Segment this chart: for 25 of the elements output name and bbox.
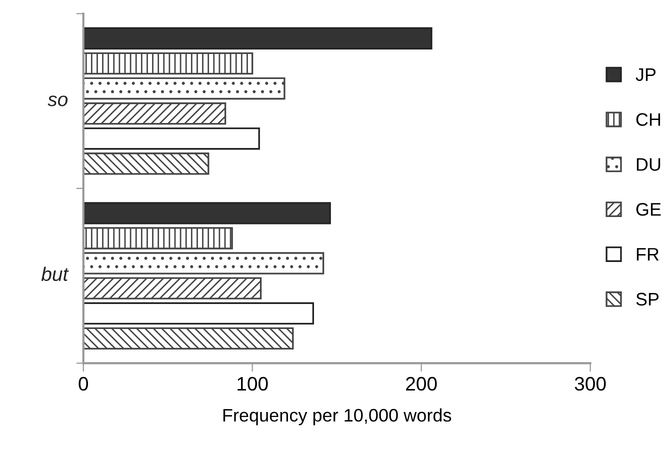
bar [83,277,262,300]
bar [83,27,432,50]
legend-label: JP [636,68,656,82]
legend-label: DU [636,158,660,171]
x-tick-label: 0 [78,376,88,391]
x-tick-label: 100 [238,376,268,391]
bar [83,77,286,100]
bar [83,102,226,125]
x-axis-title: Frequency per 10,000 words [223,408,452,426]
bar [83,52,254,75]
bar [83,302,314,324]
bar [83,227,233,250]
x-tick-label: 300 [574,376,606,391]
y-tick-label: so [48,96,68,106]
legend-label: FR [636,248,659,260]
bar [83,127,260,150]
bar [83,327,294,350]
bar [83,152,210,175]
legend-label: CH [636,113,660,126]
bar [83,202,331,224]
y-tick-label: but [41,266,69,282]
legend-label: GE [636,202,661,216]
legend-label: SP [636,292,659,306]
bar [83,252,324,274]
x-tick-label: 200 [406,376,437,391]
